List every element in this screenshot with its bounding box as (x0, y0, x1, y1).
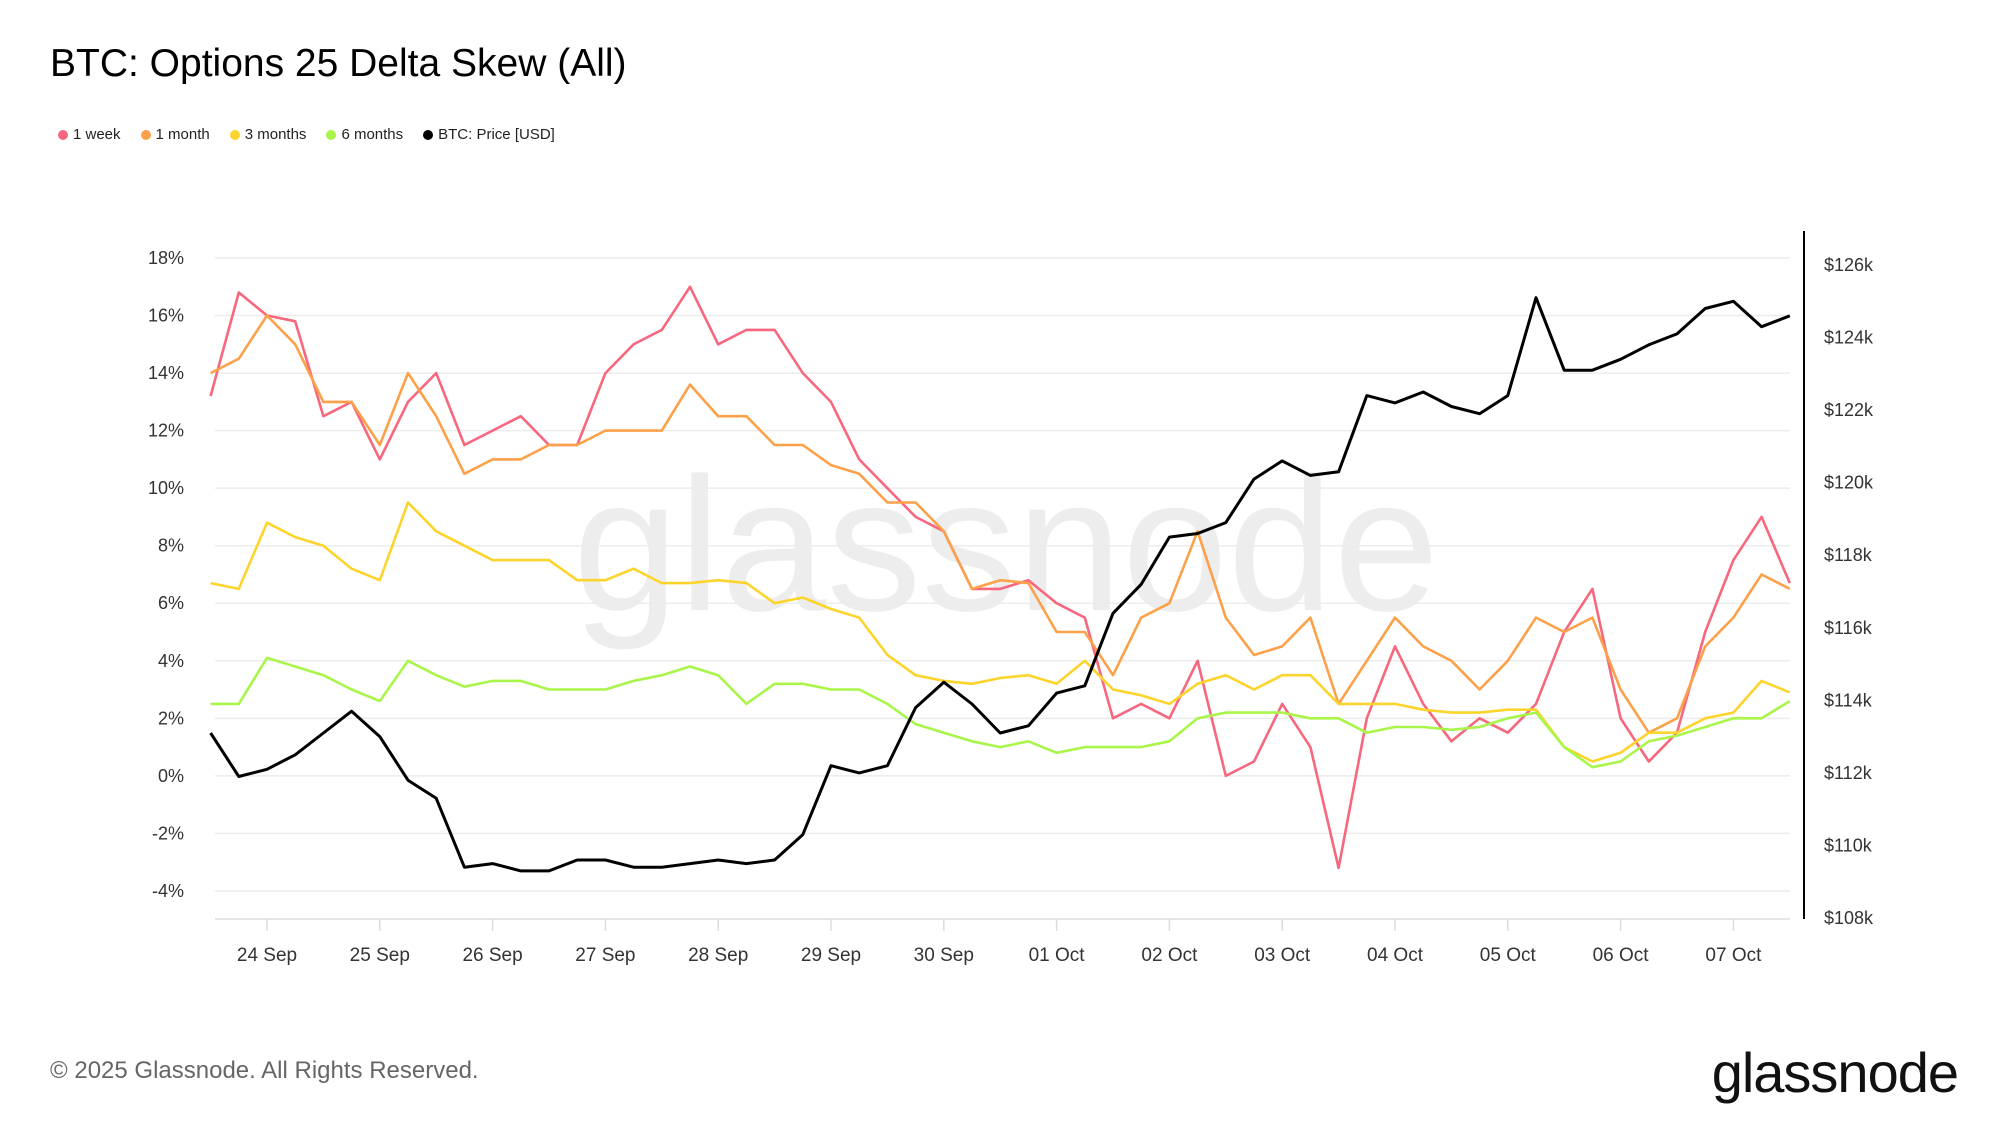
x-axis-tick-label: 04 Oct (1367, 945, 1424, 966)
series-1-month-line (210, 314, 1791, 735)
legend-dot-icon (58, 129, 68, 140)
right-axis-tick-label: $118k (1824, 545, 1873, 565)
left-axis-tick-label: 16% (148, 306, 184, 326)
legend-item[interactable]: 6 months (326, 126, 403, 143)
right-axis-tick-label: $126k (1824, 255, 1874, 275)
left-axis-tick-label: 8% (158, 536, 184, 556)
left-axis-tick-label: 2% (158, 708, 184, 728)
x-axis-tick-label: 25 Sep (350, 945, 410, 966)
x-axis-tick-label: 05 Oct (1480, 945, 1537, 966)
legend-item[interactable]: 1 week (58, 126, 121, 143)
legend: 1 week 1 month 3 months 6 months BTC: Price … (58, 126, 555, 143)
left-axis-tick-label: 18% (148, 248, 184, 268)
copyright-footer: © 2025 Glassnode. All Rights Reserved. (50, 1057, 479, 1084)
legend-item[interactable]: BTC: Price [USD] (423, 126, 555, 143)
legend-dot-icon (326, 129, 337, 140)
right-axis-tick-label: $114k (1824, 690, 1873, 710)
x-axis-tick-label: 29 Sep (801, 945, 861, 966)
x-axis-tick-label: 30 Sep (914, 945, 974, 966)
legend-item[interactable]: 1 month (140, 126, 210, 143)
chart-title: BTC: Options 25 Delta Skew (All) (50, 42, 627, 85)
x-axis-tick-label: 07 Oct (1705, 945, 1762, 966)
legend-dot-icon (423, 129, 434, 140)
right-axis-tick-label: $110k (1824, 835, 1873, 855)
legend-label: 3 months (244, 126, 307, 143)
right-axis-tick-label: $120k (1824, 473, 1874, 493)
x-axis-tick-label: 01 Oct (1029, 945, 1086, 966)
right-axis-tick-label: $108k (1824, 908, 1874, 928)
x-axis-tick-label: 28 Sep (688, 945, 748, 966)
x-axis-tick-label: 26 Sep (462, 945, 522, 966)
x-axis-tick-label: 02 Oct (1141, 945, 1198, 966)
left-axis-tick-label: 4% (158, 651, 184, 671)
glassnode-logo: glassnode (1711, 1041, 1959, 1104)
left-axis-tick-label: -4% (152, 881, 184, 901)
left-axis-tick-label: 10% (148, 478, 184, 498)
left-axis-tick-label: 0% (158, 766, 184, 786)
series-6-months-line (210, 656, 1791, 769)
left-axis-tick-label: 6% (158, 593, 184, 613)
left-axis-tick-label: 12% (148, 421, 184, 441)
legend-label: 6 months (341, 126, 404, 143)
right-axis-tick-label: $112k (1824, 763, 1873, 783)
x-axis-tick-label: 03 Oct (1254, 945, 1311, 966)
right-axis-tick-label: $122k (1824, 400, 1874, 420)
left-axis-tick-label: 14% (148, 363, 184, 383)
right-axis-tick-label: $124k (1824, 328, 1874, 348)
legend-label: 1 month (155, 126, 210, 143)
x-axis-tick-label: 27 Sep (575, 945, 635, 966)
legend-dot-icon (140, 129, 151, 140)
series-3-months-line (210, 501, 1791, 763)
legend-label: BTC: Price [USD] (438, 126, 555, 143)
legend-item[interactable]: 3 months (229, 126, 307, 143)
left-axis-tick-label: -2% (152, 823, 184, 843)
legend-dot-icon (229, 129, 240, 140)
right-axis-tick-label: $116k (1824, 618, 1873, 638)
x-axis-tick-label: 24 Sep (237, 945, 297, 966)
x-axis-tick-label: 06 Oct (1593, 945, 1650, 966)
legend-label: 1 week (73, 126, 121, 143)
series-btc-price-usd-line (209, 296, 1791, 873)
